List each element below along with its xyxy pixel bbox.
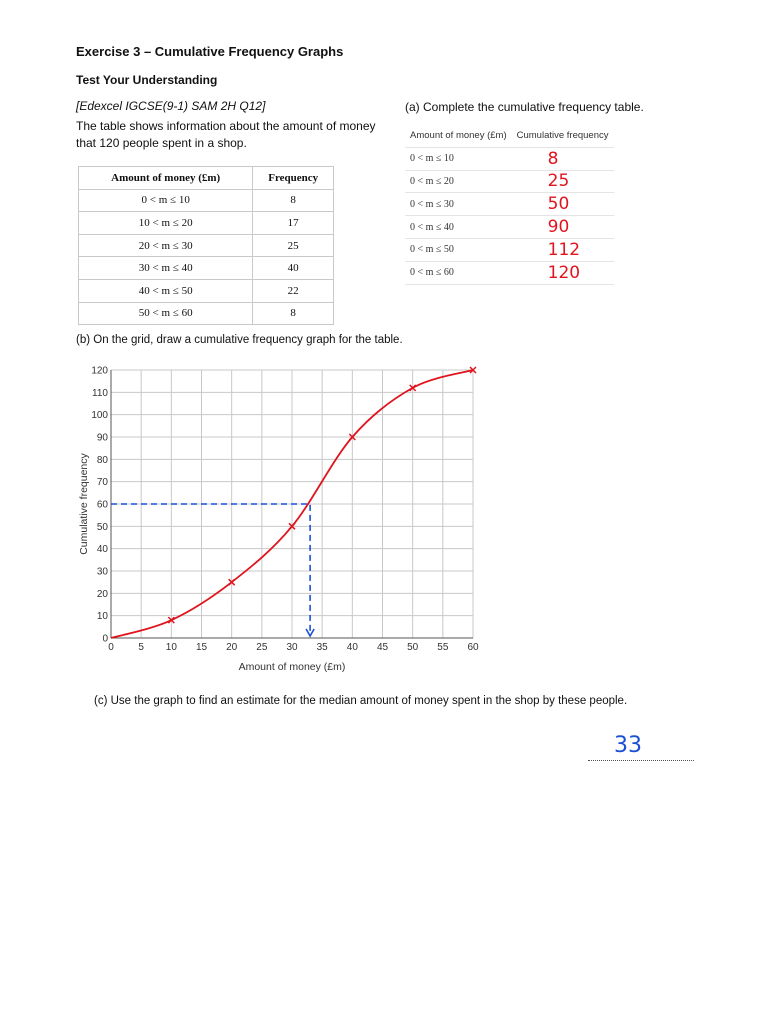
y-tick-label: 120 bbox=[91, 366, 108, 377]
table-row: 0 < m ≤ 50 112 bbox=[405, 238, 614, 262]
x-tick-label: 20 bbox=[226, 642, 238, 653]
frequency-cell: 22 bbox=[252, 278, 334, 303]
x-tick-label: 10 bbox=[166, 642, 178, 653]
handwritten-answer: 90 bbox=[511, 215, 614, 239]
frequency-table-header: Amount of money (£m) Frequency bbox=[77, 166, 334, 190]
x-tick-label: 40 bbox=[347, 642, 359, 653]
table-row: 10 < m ≤ 20 17 bbox=[77, 211, 334, 235]
table-row: 40 < m ≤ 50 22 bbox=[77, 278, 334, 303]
column-header-amount: Amount of money (£m) bbox=[77, 166, 254, 190]
range-cell: 0 < m ≤ 30 bbox=[405, 192, 512, 217]
range-cell: 0 < m ≤ 60 bbox=[405, 261, 512, 285]
handwritten-answer: 8 bbox=[511, 147, 614, 171]
handwritten-answer: 50 bbox=[511, 192, 614, 217]
y-tick-label: 10 bbox=[97, 611, 109, 622]
data-point-marker bbox=[348, 433, 356, 441]
range-cell: 40 < m ≤ 50 bbox=[77, 278, 254, 303]
y-tick-label: 60 bbox=[97, 500, 109, 511]
x-tick-label: 35 bbox=[317, 642, 329, 653]
median-guide-line bbox=[111, 503, 311, 632]
table-row: 0 < m ≤ 20 25 bbox=[405, 170, 614, 194]
table-row: 0 < m ≤ 30 50 bbox=[405, 192, 614, 217]
part-b-question: (b) On the grid, draw a cumulative frequ… bbox=[76, 334, 403, 346]
frequency-table: Amount of money (£m) Frequency 0 < m ≤ 1… bbox=[77, 166, 334, 326]
frequency-cell: 8 bbox=[252, 188, 334, 213]
cumulative-table-header: Amount of money (£m) Cumulative frequenc… bbox=[405, 125, 614, 148]
column-header-amount: Amount of money (£m) bbox=[405, 125, 512, 148]
frequency-cell: 40 bbox=[252, 256, 334, 280]
handwritten-answer: 120 bbox=[511, 261, 614, 285]
data-point-marker bbox=[288, 522, 296, 530]
handwritten-answer: 112 bbox=[511, 238, 614, 262]
range-cell: 0 < m ≤ 50 bbox=[405, 238, 512, 262]
y-tick-label: 20 bbox=[97, 589, 109, 600]
data-point-marker bbox=[167, 616, 175, 624]
data-point-marker bbox=[228, 578, 236, 586]
range-cell: 0 < m ≤ 10 bbox=[77, 188, 254, 213]
x-tick-label: 50 bbox=[407, 642, 419, 653]
range-cell: 30 < m ≤ 40 bbox=[77, 256, 254, 280]
answer-line bbox=[588, 760, 694, 761]
x-axis-label: Amount of money (£m) bbox=[239, 661, 346, 673]
frequency-cell: 8 bbox=[252, 301, 334, 326]
y-tick-label: 100 bbox=[91, 410, 108, 421]
range-cell: 0 < m ≤ 40 bbox=[405, 215, 512, 239]
data-point-marker bbox=[469, 366, 477, 374]
y-tick-label: 110 bbox=[92, 388, 108, 399]
frequency-cell: 17 bbox=[252, 211, 334, 235]
table-row: 50 < m ≤ 60 8 bbox=[77, 301, 334, 326]
range-cell: 0 < m ≤ 20 bbox=[405, 170, 512, 194]
cumulative-frequency-table: Amount of money (£m) Cumulative frequenc… bbox=[405, 125, 614, 285]
x-tick-label: 5 bbox=[138, 642, 144, 653]
table-row: 30 < m ≤ 40 40 bbox=[77, 256, 334, 280]
column-header-cumulative: Cumulative frequency bbox=[511, 125, 614, 148]
table-row: 0 < m ≤ 40 90 bbox=[405, 215, 614, 239]
range-cell: 50 < m ≤ 60 bbox=[77, 301, 254, 326]
x-tick-label: 15 bbox=[196, 642, 208, 653]
y-tick-label: 80 bbox=[97, 455, 109, 466]
section-subtitle: Test Your Understanding bbox=[76, 73, 218, 87]
y-tick-label: 30 bbox=[97, 567, 109, 578]
range-cell: 10 < m ≤ 20 bbox=[77, 211, 254, 235]
y-tick-label: 50 bbox=[97, 522, 109, 533]
table-row: 20 < m ≤ 30 25 bbox=[77, 233, 334, 258]
y-tick-label: 40 bbox=[97, 544, 109, 555]
part-a-question: (a) Complete the cumulative frequency ta… bbox=[405, 100, 644, 114]
column-header-frequency: Frequency bbox=[252, 166, 334, 190]
range-cell: 20 < m ≤ 30 bbox=[77, 233, 254, 258]
x-tick-label: 25 bbox=[256, 642, 268, 653]
table-row: 0 < m ≤ 60 120 bbox=[405, 261, 614, 285]
x-tick-label: 30 bbox=[286, 642, 298, 653]
y-tick-label: 70 bbox=[97, 477, 109, 488]
x-tick-label: 0 bbox=[108, 642, 114, 653]
frequency-cell: 25 bbox=[252, 233, 334, 258]
table-row: 0 < m ≤ 10 8 bbox=[405, 147, 614, 171]
y-tick-label: 90 bbox=[97, 433, 109, 444]
x-tick-label: 45 bbox=[377, 642, 389, 653]
handwritten-answer: 25 bbox=[511, 170, 614, 194]
part-c-question: (c) Use the graph to find an estimate fo… bbox=[94, 695, 628, 707]
y-tick-label: 0 bbox=[102, 634, 108, 645]
x-tick-label: 55 bbox=[437, 642, 449, 653]
median-arrow-icon bbox=[305, 628, 315, 638]
cumulative-frequency-graph: 0 5 10 15 20 25 30 35 40 45 50 55 60 0 10 20 30 40 50 60 70 8… bbox=[78, 366, 479, 674]
question-intro: The table shows information about the am… bbox=[76, 119, 376, 150]
exercise-title: Exercise 3 – Cumulative Frequency Graphs bbox=[76, 44, 344, 59]
x-tick-label: 60 bbox=[467, 642, 479, 653]
range-cell: 0 < m ≤ 10 bbox=[405, 147, 512, 171]
data-point-marker bbox=[409, 384, 417, 392]
question-reference: [Edexcel IGCSE(9-1) SAM 2H Q12] bbox=[76, 99, 266, 113]
table-row: 0 < m ≤ 10 8 bbox=[77, 188, 334, 213]
y-axis-label: Cumulative frequency bbox=[78, 452, 90, 554]
median-answer: 33 bbox=[614, 733, 642, 758]
